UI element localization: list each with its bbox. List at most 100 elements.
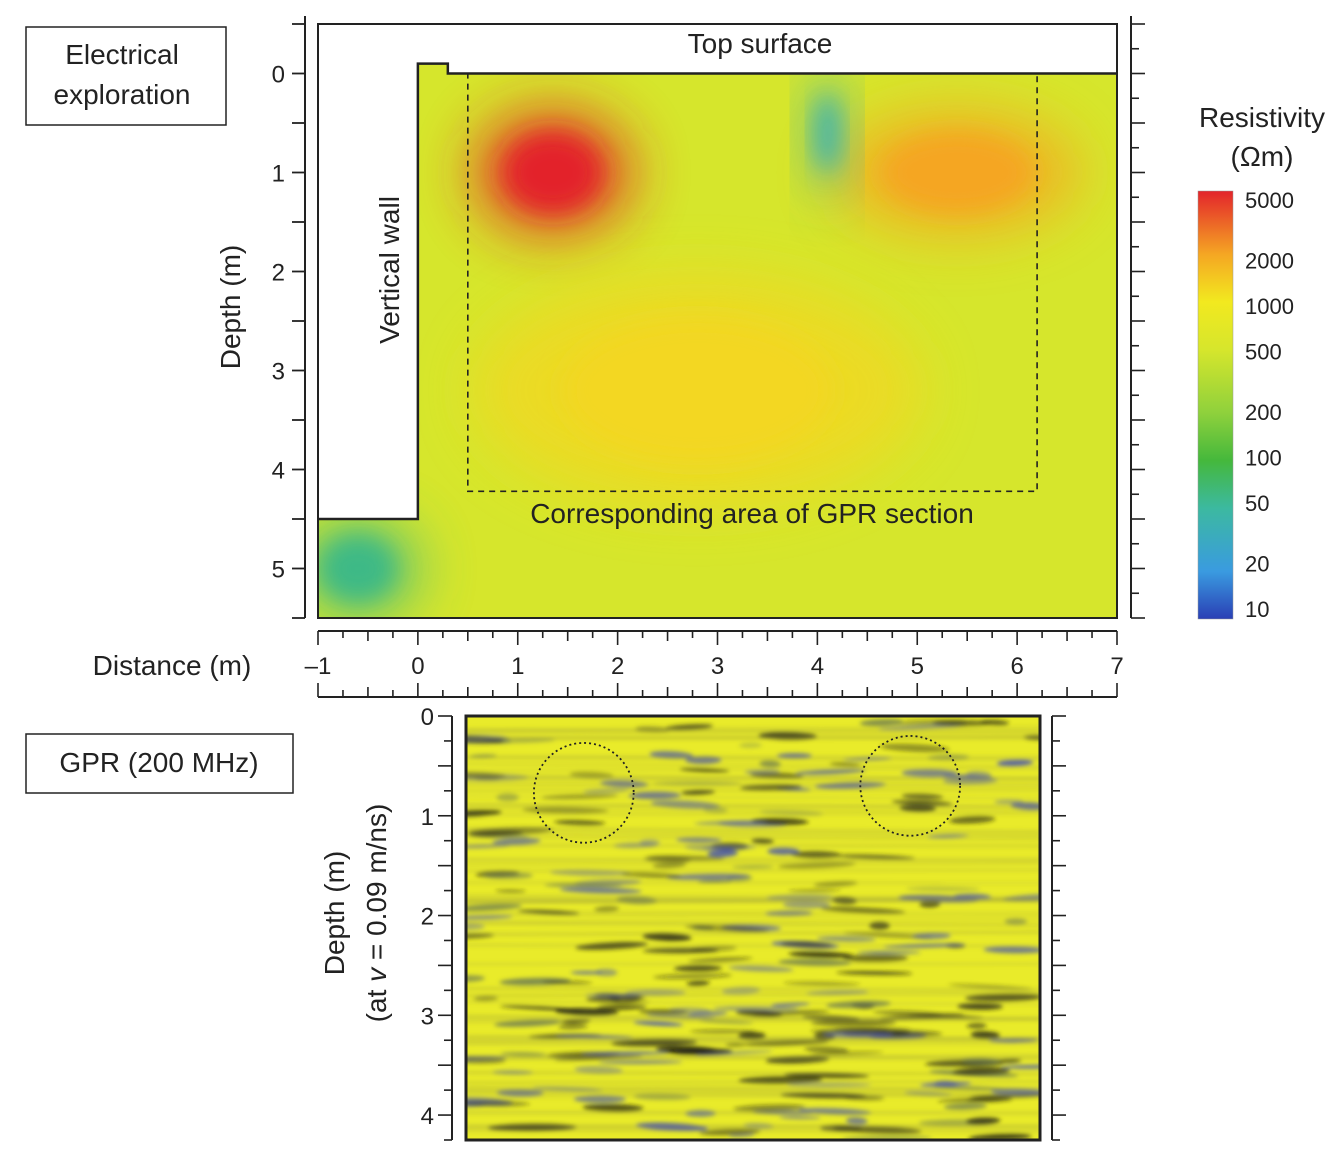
- gpr-reflection: [804, 1046, 849, 1053]
- gpr-reflection: [642, 933, 692, 942]
- gpr-layer-line: [466, 783, 1040, 786]
- gpr-reflection: [782, 900, 831, 909]
- gpr-area-label: Corresponding area of GPR section: [530, 498, 974, 529]
- colorbar-tick-label: 10: [1245, 597, 1269, 622]
- gpr-reflection: [633, 1021, 684, 1027]
- gpr-reflection: [957, 1003, 1004, 1010]
- gpr-layer-line: [466, 1036, 1040, 1041]
- gpr-reflection: [582, 1104, 644, 1112]
- gpr-layer-line: [466, 796, 1040, 799]
- gpr-reflection: [779, 1116, 821, 1120]
- gpr-reflection: [911, 932, 951, 940]
- gpr-anomaly-circle: [533, 742, 635, 844]
- gpr-layer-line: [466, 992, 1040, 997]
- gpr-reflection: [542, 980, 593, 985]
- gpr-y-axis-label-line2: (at v = 0.09 m/ns): [361, 804, 392, 1023]
- gpr-reflection: [544, 883, 623, 888]
- gpr-reflection: [788, 889, 841, 893]
- gpr-reflection: [466, 915, 513, 920]
- gpr-reflection: [689, 1029, 756, 1034]
- colorbar: [1197, 190, 1234, 620]
- gpr-reflection: [707, 849, 739, 858]
- gpr-layer-line: [466, 931, 1040, 936]
- gpr-layer-line: [466, 944, 1040, 947]
- gpr-reflection: [826, 1000, 892, 1009]
- gpr-area-box: [467, 72, 1038, 493]
- distance-tick-label: 3: [711, 653, 724, 680]
- gpr-anomaly-circles: [533, 735, 962, 844]
- gpr-reflection: [739, 742, 762, 748]
- gpr-reflection: [949, 815, 996, 824]
- gpr-layer-line: [466, 736, 1040, 740]
- gpr-reflection: [996, 759, 1034, 767]
- distance-tick-label: 0: [411, 653, 424, 680]
- gpr-layer-line: [466, 1015, 1040, 1020]
- gpr-reflection: [833, 1026, 911, 1034]
- distance-tick-label: 7: [1110, 653, 1123, 680]
- distance-tick-label: 2: [611, 653, 624, 680]
- gpr-layer-line: [466, 768, 1040, 772]
- gpr-reflection: [901, 769, 958, 777]
- gpr-reflection: [783, 981, 861, 987]
- gpr-layer-line: [466, 987, 1040, 991]
- gpr-reflection: [943, 1103, 987, 1110]
- gpr-label-box: GPR (200 MHz): [25, 733, 294, 794]
- gpr-reflection: [495, 889, 526, 893]
- gpr-label: GPR (200 MHz): [59, 747, 258, 778]
- gpr-reflection: [684, 924, 769, 933]
- distance-tick-label: –1: [305, 653, 332, 680]
- gpr-y-tick-label: 1: [421, 804, 434, 831]
- gpr-reflection: [994, 799, 1024, 804]
- gpr-layer-line: [466, 844, 1040, 847]
- gpr-reflection: [816, 936, 876, 942]
- gpr-reflection: [859, 719, 904, 727]
- gpr-layer-line: [466, 763, 1040, 768]
- distance-tick-label: 6: [1010, 653, 1023, 680]
- colorbar-tick-label: 100: [1245, 445, 1282, 470]
- gpr-reflection: [809, 1051, 884, 1056]
- gpr-reflection: [712, 1006, 799, 1012]
- vertical-wall-label: Vertical wall: [374, 196, 405, 344]
- gpr-reflection: [965, 771, 992, 780]
- gpr-layer-line: [466, 1091, 1040, 1096]
- distance-tick-label: 5: [911, 653, 924, 680]
- colorbar-tick-label: 200: [1245, 400, 1282, 425]
- colorbar-tick-label: 500: [1245, 340, 1282, 365]
- gpr-reflection: [920, 1081, 972, 1087]
- resistivity-y-tick-label: 1: [272, 161, 285, 188]
- gpr-reflection: [473, 995, 499, 1002]
- resistivity-y-axis: 0 1 2 3 4 5: [272, 16, 306, 619]
- colorbar-tick-label: 1000: [1245, 294, 1294, 319]
- gpr-reflection: [694, 820, 768, 826]
- gpr-anomaly-circle: [859, 735, 962, 837]
- gpr-reflection: [788, 951, 853, 958]
- gpr-reflection: [688, 957, 753, 963]
- gpr-reflection: [559, 887, 642, 894]
- gpr-reflection: [906, 886, 980, 892]
- electrical-label-line2: exploration: [54, 79, 191, 110]
- gpr-reflection: [466, 904, 522, 911]
- gpr-y-tick-label: 4: [421, 1103, 434, 1130]
- gpr-layer-line: [466, 1080, 1040, 1084]
- gpr-reflection: [834, 854, 915, 860]
- gpr-heatmap: [466, 716, 1040, 1140]
- distance-axis: –1 0 1 2 3 4 5 6 7: [305, 630, 1124, 698]
- gpr-reflection: [880, 743, 950, 753]
- gpr-reflection: [795, 769, 867, 775]
- gpr-reflection: [997, 1059, 1022, 1063]
- gpr-reflection: [845, 1117, 868, 1125]
- gpr-layer-line: [466, 1094, 1040, 1099]
- resistivity-y-tick-label: 2: [272, 260, 285, 287]
- resistivity-zone-2: [562, 319, 833, 462]
- gpr-layer-line: [466, 726, 1040, 731]
- gpr-reflection: [482, 872, 534, 879]
- gpr-reflection: [686, 981, 711, 986]
- colorbar-title-line1: Resistivity: [1199, 102, 1325, 133]
- gpr-reflection: [642, 947, 719, 954]
- gpr-reflection: [857, 950, 921, 955]
- gpr-layer-line: [466, 1071, 1040, 1076]
- gpr-reflection: [598, 1060, 683, 1064]
- electrical-label-box: Electrical exploration: [25, 26, 227, 126]
- gpr-layer-line: [466, 919, 1040, 923]
